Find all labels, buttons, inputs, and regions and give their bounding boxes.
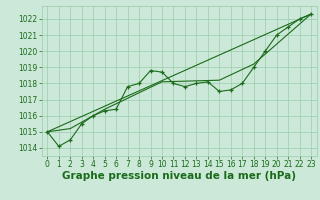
X-axis label: Graphe pression niveau de la mer (hPa): Graphe pression niveau de la mer (hPa) — [62, 171, 296, 181]
